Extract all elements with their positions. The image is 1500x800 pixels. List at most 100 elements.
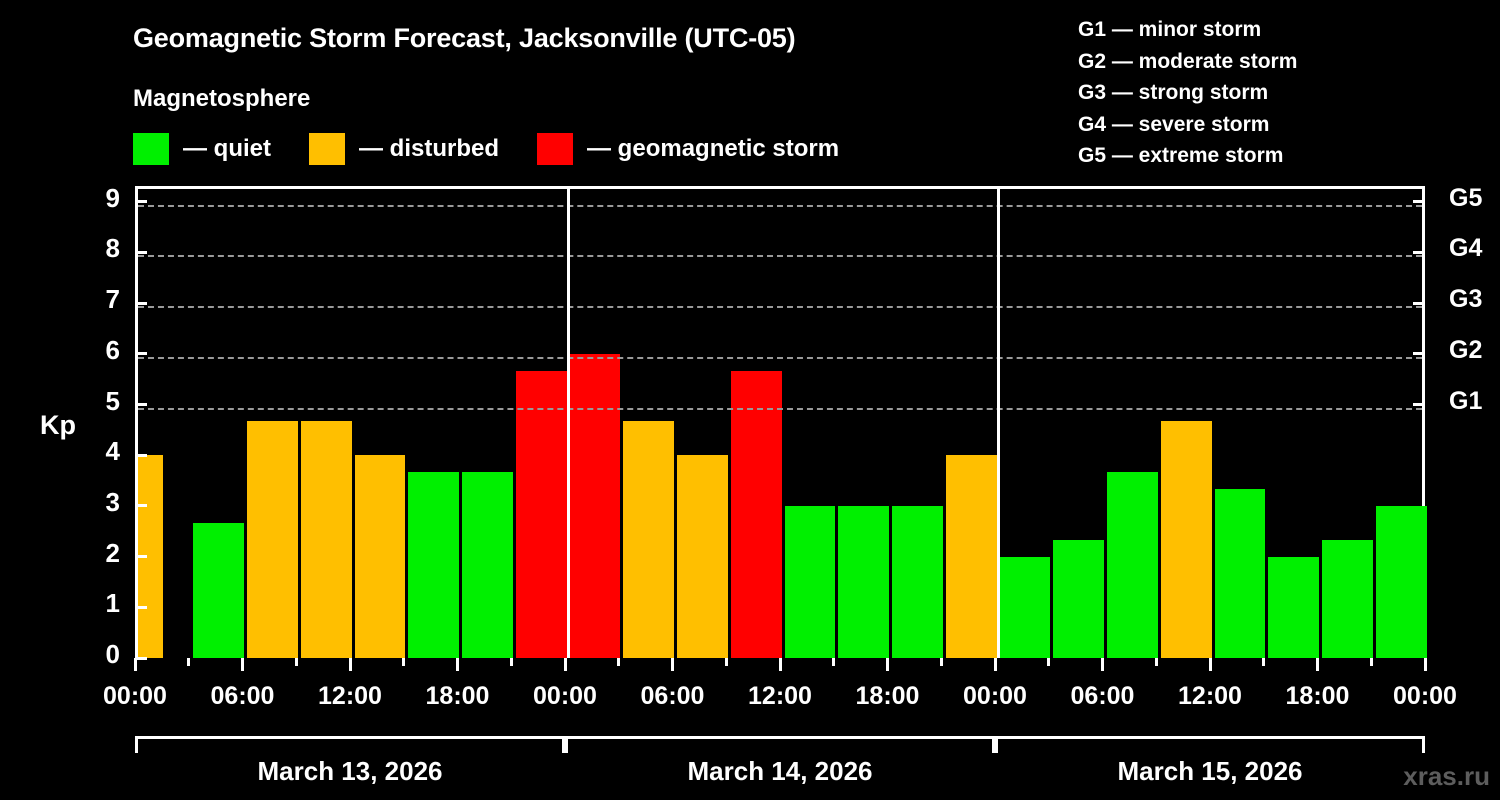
legend: — quiet — disturbed — geomagnetic storm (133, 133, 877, 165)
bar (892, 505, 943, 658)
x-tick-major (778, 658, 782, 671)
watermark: xras.ru (1403, 761, 1490, 791)
bar (300, 421, 352, 658)
day-label-3: March 15, 2026 (1117, 756, 1303, 786)
bar (1107, 471, 1158, 658)
x-tick-minor (294, 658, 298, 666)
g-tick-label-G3: G3 (1449, 285, 1483, 314)
bar (945, 455, 997, 658)
bar (838, 505, 889, 658)
bar (1268, 556, 1319, 658)
g-tick-label-G2: G2 (1449, 335, 1483, 364)
plot-area (135, 186, 1427, 658)
y-tick-label-4: 4 (105, 436, 120, 467)
y-tick-1 (135, 605, 147, 609)
x-tick-label-12: 00:00 (1393, 682, 1457, 710)
g-tick-label-G4: G4 (1449, 234, 1483, 263)
x-tick-minor (1154, 658, 1158, 666)
x-tick-major (133, 658, 137, 671)
y-tick-label-6: 6 (105, 334, 120, 365)
gridline-kp-5 (138, 407, 1422, 410)
bar (515, 370, 567, 658)
y-tick-3 (135, 504, 147, 508)
y-tick-label-1: 1 (105, 588, 120, 619)
x-tick-label-2: 12:00 (318, 682, 382, 710)
legend-label-quiet: — quiet (183, 135, 271, 162)
bar (1375, 505, 1427, 658)
x-tick-minor (1369, 658, 1373, 666)
legend-swatch-quiet (133, 133, 169, 165)
legend-item-disturbed: — disturbed (309, 133, 537, 165)
x-tick-minor (939, 658, 943, 666)
day-separator-1 (566, 189, 570, 658)
day-bracket-1 (135, 736, 565, 753)
g-scale-line-2: G2 — moderate storm (1078, 49, 1298, 73)
bar (354, 455, 406, 658)
bar (730, 370, 782, 658)
x-tick-label-1: 06:00 (210, 682, 275, 710)
page-title: Geomagnetic Storm Forecast, Jacksonville… (133, 23, 796, 53)
x-tick-major (456, 658, 459, 671)
day-bracket-2 (565, 736, 995, 753)
x-tick-minor (1047, 658, 1051, 666)
bar (677, 455, 728, 658)
x-tick-minor (724, 658, 728, 666)
x-tick-major (886, 658, 889, 671)
y-tick-2 (135, 555, 147, 559)
x-tick-label-7: 18:00 (855, 682, 920, 710)
y-axis-title: Kp (40, 410, 76, 440)
g-tick-label-G5: G5 (1449, 183, 1483, 212)
x-tick-minor (402, 658, 406, 666)
y-tick-0 (135, 656, 147, 660)
x-tick-major (1101, 658, 1104, 671)
bar (784, 505, 836, 658)
bar (408, 471, 459, 658)
y-tick-label-2: 2 (105, 537, 120, 568)
x-tick-major (348, 658, 352, 671)
bar (1053, 539, 1104, 658)
bar (193, 522, 244, 658)
gridline-kp-6 (138, 356, 1422, 359)
y-tick-label-9: 9 (105, 182, 120, 213)
x-tick-major (1208, 658, 1212, 671)
x-tick-major (1316, 658, 1319, 671)
bar (569, 353, 621, 658)
x-tick-major (993, 658, 997, 671)
bar (1160, 421, 1212, 658)
legend-heading: Magnetosphere (133, 85, 311, 112)
y-tick-7 (135, 301, 147, 305)
gridline-kp-7 (138, 306, 1422, 309)
y-tick-4 (135, 453, 147, 457)
x-tick-label-0: 00:00 (103, 682, 167, 710)
y-tick-label-7: 7 (105, 284, 120, 315)
y-tick-label-3: 3 (105, 486, 120, 517)
gridline-kp-8 (138, 255, 1422, 258)
day-separator-2 (996, 189, 1000, 658)
gridline-kp-9 (138, 204, 1422, 207)
g-tick-label-G1: G1 (1449, 386, 1483, 415)
day-label-2: March 14, 2026 (687, 756, 873, 786)
y-tick-label-5: 5 (105, 385, 120, 416)
x-tick-minor (509, 658, 513, 666)
y-tick-8 (135, 250, 147, 254)
legend-swatch-storm (537, 133, 574, 165)
x-tick-minor (617, 658, 621, 666)
g-tick-G3 (1413, 301, 1425, 305)
y-tick-label-8: 8 (105, 233, 120, 264)
x-tick-label-3: 18:00 (425, 682, 490, 710)
legend-label-storm: — geomagnetic storm (587, 135, 840, 162)
day-bracket-3 (995, 736, 1425, 753)
x-tick-major (671, 658, 674, 671)
bar (999, 556, 1051, 658)
x-tick-label-10: 12:00 (1178, 682, 1242, 710)
g-scale-legend: G1 — minor storm G2 — moderate storm G3 — … (1078, 14, 1297, 172)
g-scale-line-3: G3 — strong storm (1078, 81, 1269, 104)
bar (462, 471, 513, 658)
y-tick-9 (135, 200, 147, 204)
g-tick-G2 (1413, 352, 1425, 356)
x-tick-minor (1262, 658, 1266, 666)
g-scale-line-1: G1 — minor storm (1078, 18, 1262, 41)
legend-item-quiet: — quiet (133, 133, 309, 165)
x-tick-label-11: 18:00 (1285, 682, 1350, 710)
y-tick-6 (135, 352, 147, 356)
